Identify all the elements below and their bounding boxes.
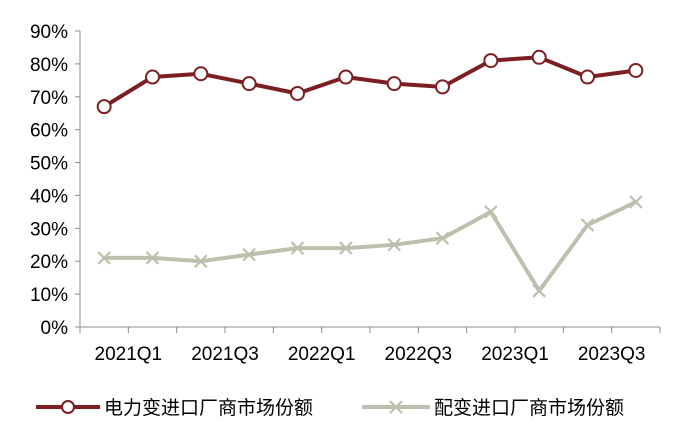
y-tick-label: 80% (30, 55, 68, 76)
x-tick-label: 2022Q3 (385, 344, 453, 365)
y-tick-label: 90% (30, 22, 68, 43)
y-axis-ticks: 0% 10% 20% 30% 40% 50% 60% 70% 80% 90% (30, 22, 80, 339)
legend-label-series-1: 电力变进口厂商市场份额 (104, 397, 313, 419)
x-tick-label: 2021Q3 (191, 344, 259, 365)
series-1-point (531, 49, 547, 65)
y-tick-label: 50% (30, 154, 68, 175)
legend-item-series-1: 电力变进口厂商市场份额 (36, 397, 313, 419)
y-tick-label: 10% (30, 285, 68, 306)
legend: 电力变进口厂商市场份额 配变进口厂商市场份额 (36, 397, 624, 419)
series-1-point (483, 53, 499, 69)
series-1-point (193, 66, 209, 82)
series-2-point (532, 284, 546, 298)
series-1-point (96, 99, 112, 115)
x-tick-label: 2022Q1 (288, 344, 356, 365)
series-1-point (435, 79, 450, 95)
series-markers (96, 49, 644, 298)
series-1-point (386, 76, 402, 92)
y-tick-label: 30% (30, 219, 68, 240)
series-2-point (242, 247, 256, 262)
series-2-point (387, 238, 401, 252)
legend-item-series-2: 配变进口厂商市场份额 (362, 397, 624, 419)
series-2-point (629, 195, 643, 209)
legend-marker-series-2 (389, 400, 403, 414)
y-tick-label: 20% (30, 252, 68, 273)
series-line-1 (102, 55, 638, 109)
series-2-point (145, 251, 160, 265)
legend-marker-series-1 (61, 400, 75, 414)
x-tick-label: 2021Q1 (95, 344, 163, 365)
series-2-point (484, 205, 498, 219)
series-line-2 (102, 200, 638, 293)
series-2-point (580, 218, 595, 232)
x-axis-ticks: 2021Q1 2021Q3 2022Q1 2022Q3 2023Q1 2023Q3 (79, 327, 661, 365)
series-2-point (435, 231, 450, 245)
series-2-point (97, 251, 111, 265)
series-2-point (339, 241, 353, 255)
x-axis: 2021Q1 2021Q3 2022Q1 2022Q3 2023Q1 2023Q3 (79, 326, 661, 365)
series-1-point (241, 76, 257, 92)
y-tick-label: 60% (30, 121, 68, 142)
series-1-point (580, 69, 595, 85)
series-1-point (628, 62, 644, 78)
series-1-point (338, 69, 354, 85)
y-tick-label: 40% (30, 186, 68, 207)
x-tick-label: 2023Q1 (481, 344, 549, 365)
series-lines (102, 55, 638, 293)
series-2-point (290, 241, 305, 255)
y-tick-label: 70% (30, 88, 68, 109)
series-2-point (194, 254, 208, 268)
y-tick-label: 0% (41, 318, 69, 339)
legend-label-series-2: 配变进口厂商市场份额 (434, 397, 624, 419)
x-tick-label: 2023Q3 (578, 344, 646, 365)
y-axis: 0% 10% 20% 30% 40% 50% 60% 70% 80% 90% (30, 22, 81, 339)
series-1-point (145, 69, 160, 85)
series-1-point (290, 85, 305, 101)
